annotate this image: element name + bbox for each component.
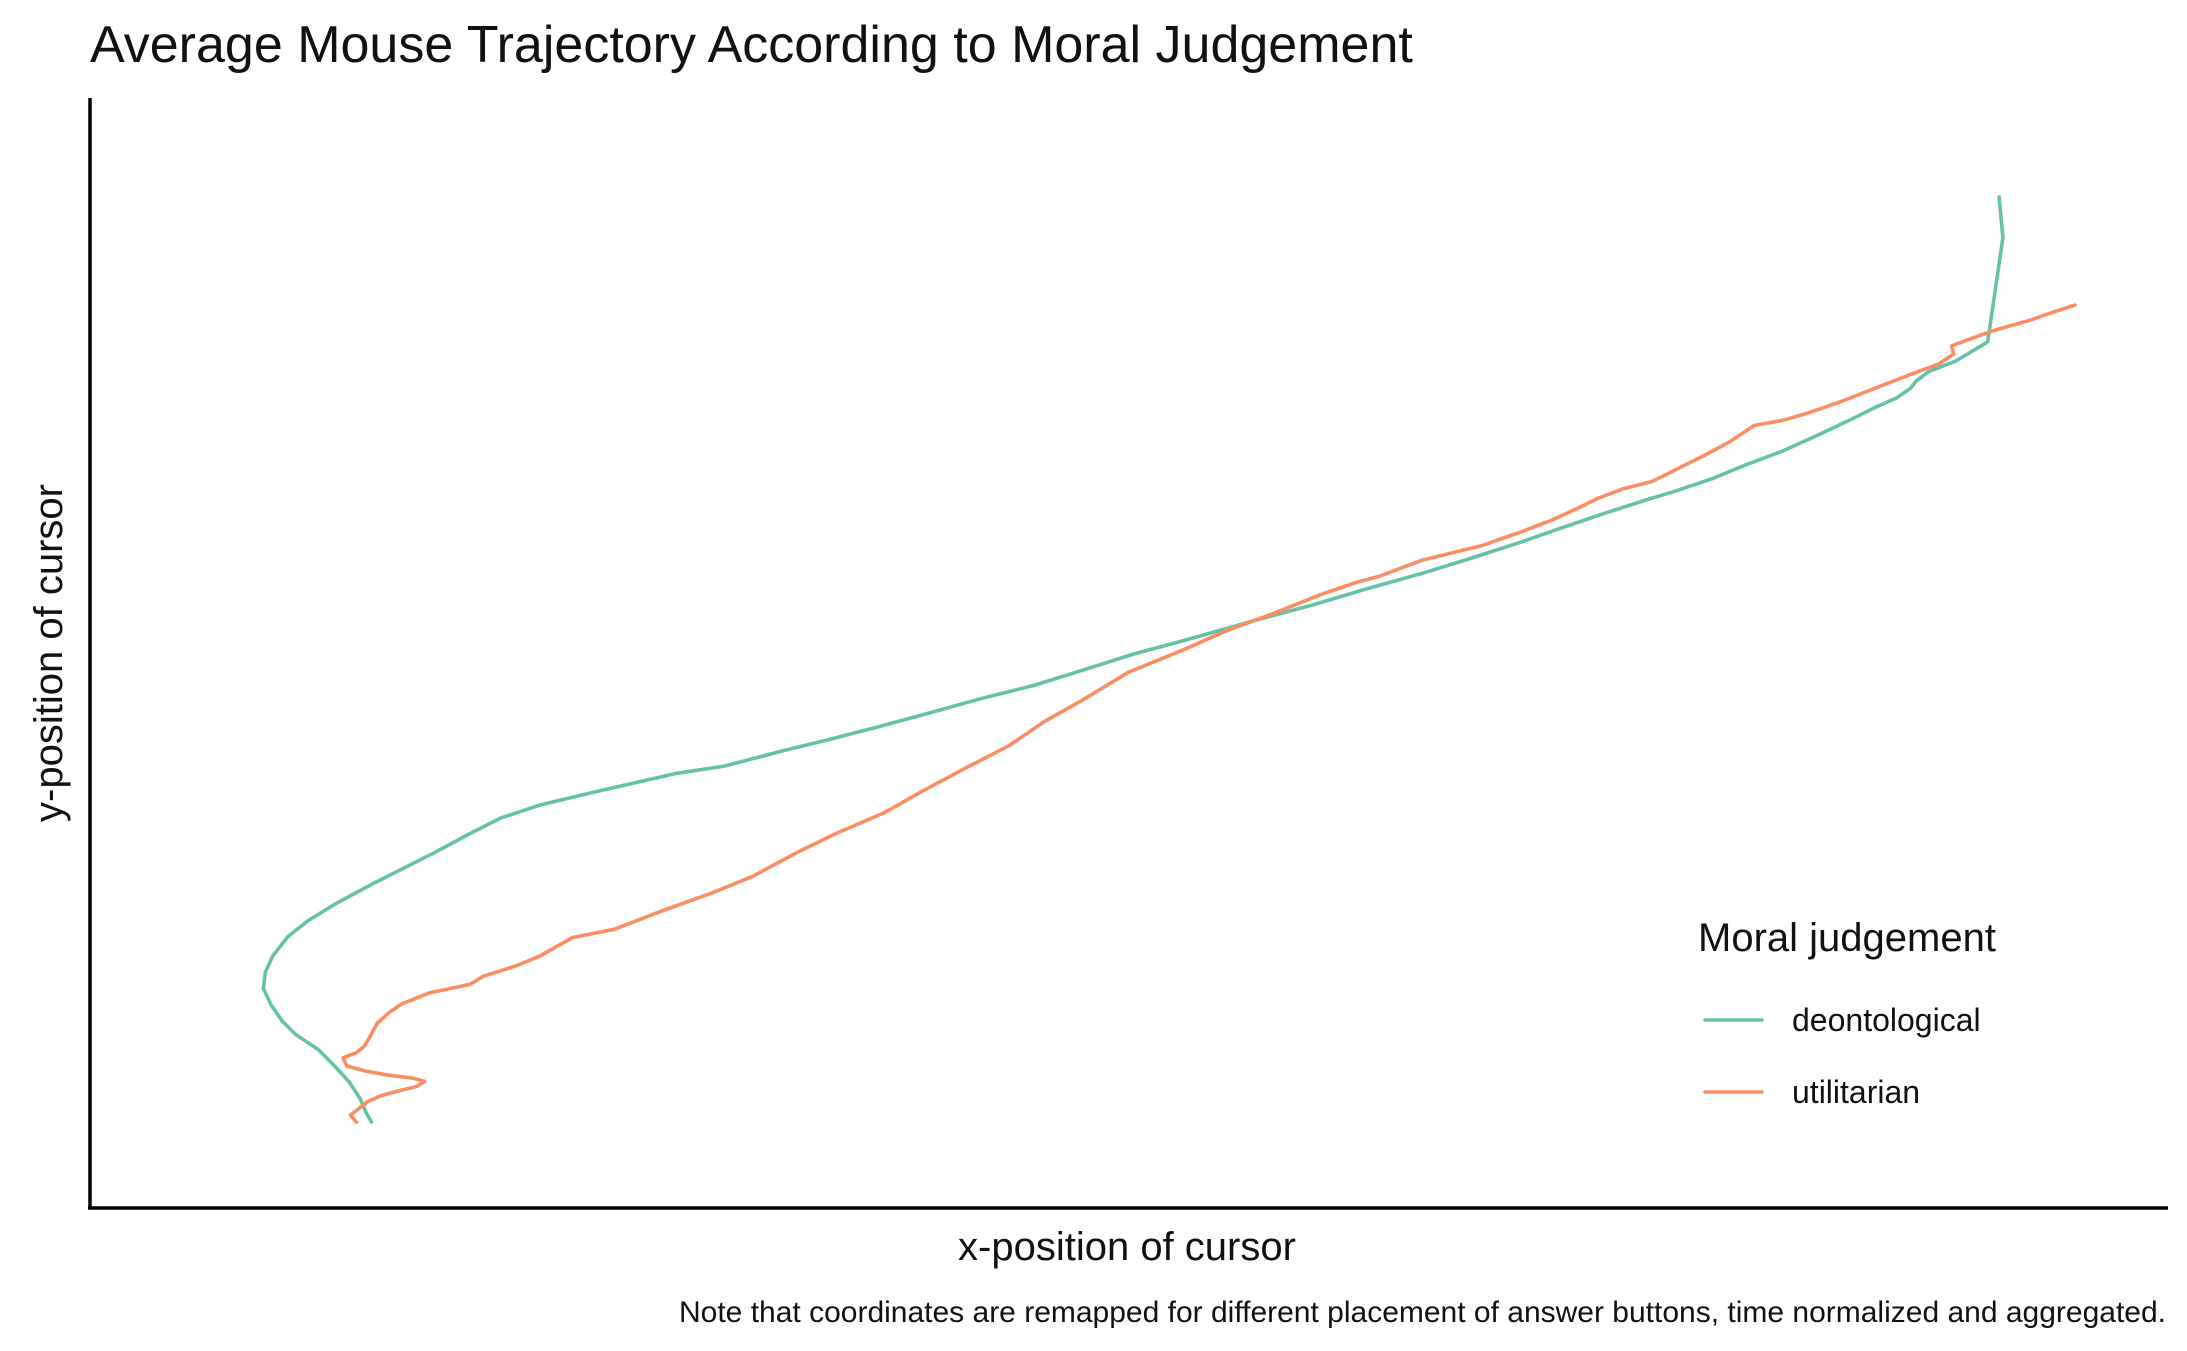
- legend-label-deontological: deontological: [1792, 1002, 1981, 1038]
- legend-label-utilitarian: utilitarian: [1792, 1074, 1920, 1110]
- x-axis-label: x-position of cursor: [958, 1225, 1296, 1269]
- chart-title: Average Mouse Trajectory According to Mo…: [90, 16, 1413, 74]
- series-line-deontological: [261, 195, 2005, 1124]
- series-layer: [261, 195, 2077, 1124]
- legend: Moral judgement deontological utilitaria…: [1698, 916, 1996, 1110]
- chart-caption: Note that coordinates are remapped for d…: [679, 1296, 2166, 1329]
- series-line-utilitarian: [341, 303, 2077, 1124]
- legend-title: Moral judgement: [1698, 916, 1996, 960]
- y-axis-label: y-position of cursor: [27, 484, 71, 822]
